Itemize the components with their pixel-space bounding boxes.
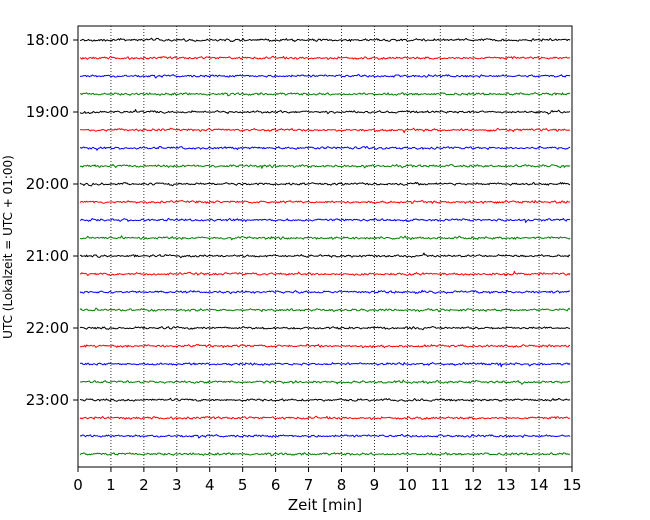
x-axis-label: Zeit [min] [288,496,362,514]
x-tick-label: 11 [431,476,450,494]
y-axis-label: UTC (Lokalzeit = UTC + 01:00) [1,155,15,339]
x-axis-ticks: 0 1 2 3 4 5 6 7 8 9 10 11 12 13 14 15 [73,467,582,494]
x-tick-label: 3 [172,476,182,494]
x-tick-label: 0 [73,476,83,494]
trace-line [80,37,571,42]
x-tick-label: 13 [497,476,516,494]
trace-line [79,415,571,420]
x-tick-label: 15 [562,476,581,494]
y-axis-ticks: 18:00 19:00 20:00 21:00 22:00 23:00 [26,31,78,409]
trace-line [79,127,571,134]
y-tick-label: 21:00 [26,247,69,265]
trace-line [79,55,571,60]
x-tick-label: 7 [304,476,314,494]
x-tick-label: 10 [398,476,417,494]
trace-line [79,397,571,403]
trace-line [79,92,571,97]
x-tick-label: 6 [271,476,281,494]
trace-line [79,109,571,115]
trace-line [80,235,571,241]
x-tick-label: 9 [370,476,380,494]
y-tick-label: 19:00 [26,103,69,121]
trace-line [79,452,571,457]
trace-line [79,326,571,331]
trace-line [79,199,571,204]
x-tick-label: 1 [106,476,116,494]
trace-line [79,181,571,187]
trace-line [79,74,571,79]
trace-line [79,307,571,313]
y-tick-label: 22:00 [26,319,69,337]
x-tick-label: 5 [238,476,248,494]
trace-line [79,270,571,276]
trace-line [79,379,571,385]
y-tick-label: 18:00 [26,31,69,49]
trace-line [79,289,571,295]
trace-line [79,343,571,349]
trace-line [79,217,571,223]
trace-line [79,434,571,439]
y-tick-label: 20:00 [26,175,69,193]
trace-line [79,252,571,259]
seismic-traces [79,37,571,457]
trace-line [79,362,571,368]
x-tick-label: 2 [139,476,149,494]
y-tick-label: 23:00 [26,391,69,409]
x-tick-label: 12 [464,476,483,494]
trace-line [79,163,571,169]
x-tick-label: 8 [337,476,347,494]
x-tick-label: 14 [530,476,549,494]
trace-line [79,145,571,151]
x-tick-label: 4 [205,476,215,494]
plot-frame [77,25,573,468]
